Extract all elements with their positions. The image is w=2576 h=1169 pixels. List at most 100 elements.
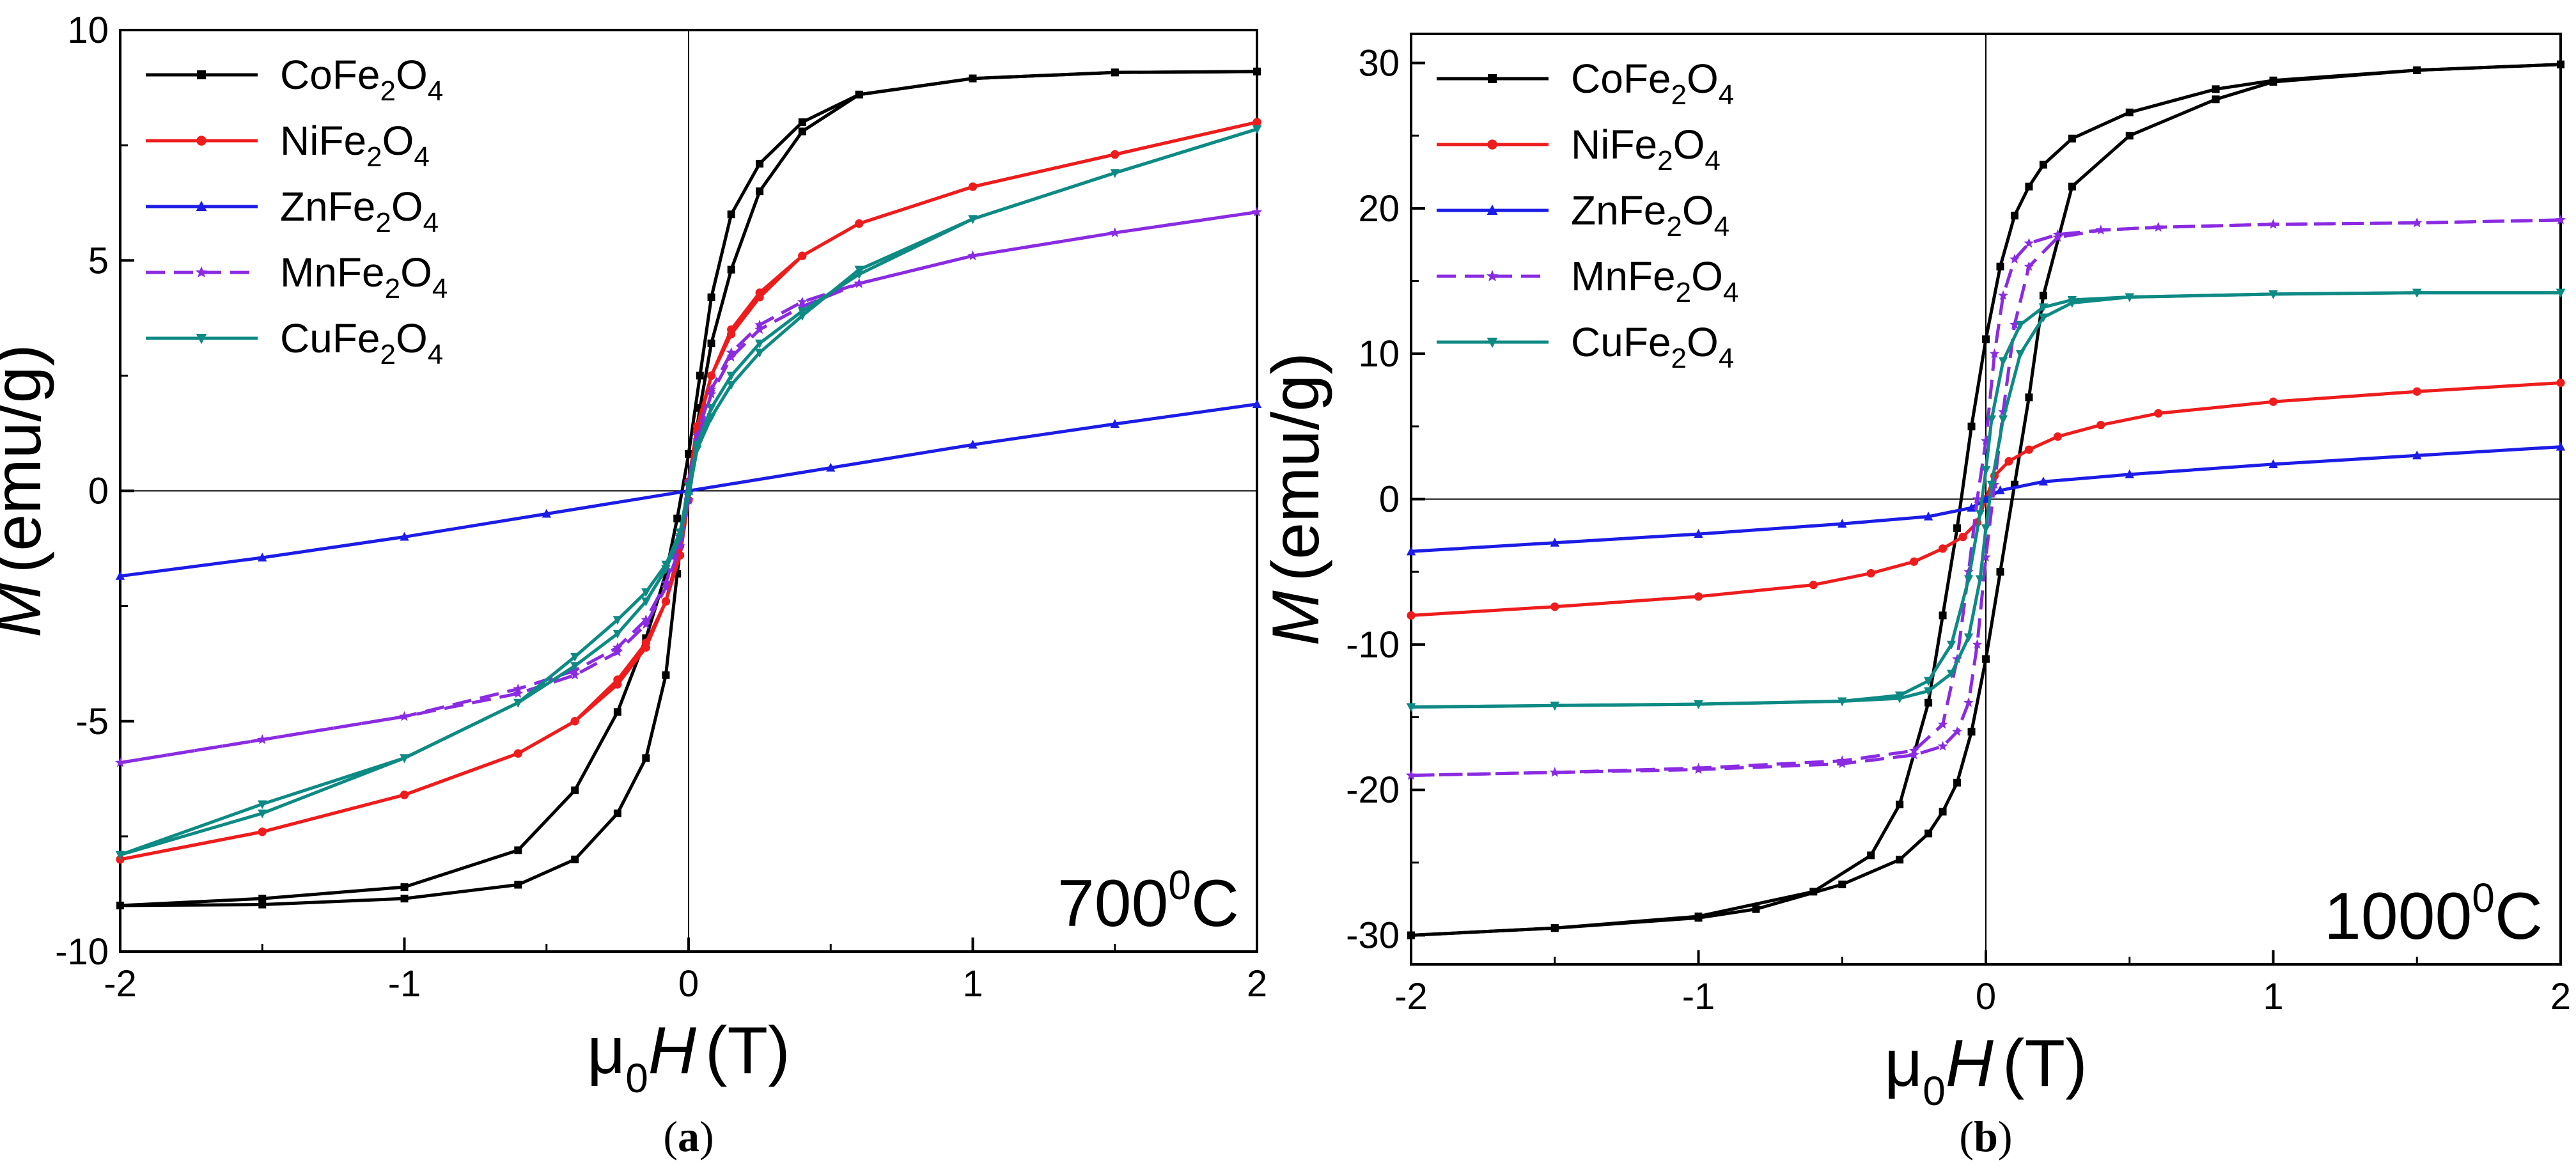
data-point-NiFe2O4 bbox=[727, 329, 736, 339]
data-point-CoFe2O4 bbox=[707, 339, 715, 347]
legend-label: ZnFe2O4 bbox=[1571, 187, 1729, 242]
legend-item-CuFe2O4: CuFe2O4 bbox=[1437, 319, 1734, 374]
legend-marker-ZnFe2O4 bbox=[196, 200, 207, 211]
data-point-CuFe2O4 bbox=[1838, 697, 1847, 707]
temperature-annotation: 7000C bbox=[1058, 862, 1239, 941]
x-tick-label: 1 bbox=[2263, 976, 2283, 1017]
data-point-CuFe2O4 bbox=[2015, 320, 2026, 330]
data-point-CoFe2O4 bbox=[613, 809, 621, 817]
data-point-CoFe2O4 bbox=[2413, 66, 2421, 74]
data-point-MnFe2O4 bbox=[2412, 217, 2423, 228]
data-point-CoFe2O4 bbox=[613, 708, 621, 716]
data-point-CuFe2O4 bbox=[726, 372, 736, 381]
data-point-MnFe2O4 bbox=[1952, 726, 1962, 736]
panel-a: -2 -1 0 1 2-10-50510CoFe2O4NiFe2O4ZnFe2O4MnF… bbox=[0, 10, 1267, 1161]
y-tick-label: 30 bbox=[1358, 42, 1400, 84]
data-point-NiFe2O4 bbox=[1938, 544, 1948, 553]
data-point-ZnFe2O4 bbox=[1252, 399, 1262, 409]
data-point-MnFe2O4 bbox=[1549, 767, 1560, 777]
data-point-MnFe2O4 bbox=[2268, 219, 2279, 229]
data-point-CoFe2O4 bbox=[756, 187, 764, 196]
data-point-CuFe2O4 bbox=[2015, 350, 2026, 359]
x-tick-label: 2 bbox=[2550, 976, 2571, 1017]
y-tick-label: 10 bbox=[67, 10, 109, 51]
data-point-CoFe2O4 bbox=[1111, 68, 1119, 77]
data-point-CoFe2O4 bbox=[1896, 856, 1904, 864]
data-point-ZnFe2O4 bbox=[542, 508, 551, 518]
data-point-ZnFe2O4 bbox=[2038, 476, 2049, 486]
data-point-MnFe2O4 bbox=[2052, 231, 2063, 242]
legend-item-NiFe2O4: NiFe2O4 bbox=[1437, 122, 1721, 177]
data-point-CoFe2O4 bbox=[116, 901, 124, 909]
data-point-CoFe2O4 bbox=[1953, 778, 1962, 787]
data-point-CoFe2O4 bbox=[1982, 335, 1990, 343]
data-point-CoFe2O4 bbox=[673, 514, 682, 522]
data-point-MnFe2O4 bbox=[675, 540, 685, 551]
y-tick-label: -20 bbox=[1346, 769, 1400, 811]
caption-open-paren: ( bbox=[1959, 1112, 1974, 1161]
data-point-NiFe2O4 bbox=[1694, 592, 1703, 601]
legend-label: MnFe2O4 bbox=[1571, 253, 1738, 308]
data-point-CuFe2O4 bbox=[1987, 480, 1997, 490]
data-point-MnFe2O4 bbox=[2153, 222, 2164, 232]
data-point-CuFe2O4 bbox=[726, 381, 736, 390]
y-tick-label: -10 bbox=[1346, 624, 1400, 666]
data-point-NiFe2O4 bbox=[2154, 409, 2163, 418]
data-point-CoFe2O4 bbox=[1939, 611, 1947, 620]
y-tick-label: 5 bbox=[88, 240, 109, 281]
data-point-NiFe2O4 bbox=[661, 597, 671, 606]
data-point-CuFe2O4 bbox=[2067, 299, 2077, 308]
y-tick-label: 0 bbox=[1379, 479, 1400, 521]
data-point-CoFe2O4 bbox=[1694, 914, 1703, 922]
data-point-MnFe2O4 bbox=[1981, 552, 1991, 562]
series-ZnFe2O4 bbox=[1406, 441, 2566, 556]
data-point-CoFe2O4 bbox=[514, 881, 522, 889]
data-point-CoFe2O4 bbox=[2068, 182, 2076, 191]
data-point-MnFe2O4 bbox=[2010, 319, 2020, 329]
data-point-CoFe2O4 bbox=[2212, 95, 2220, 104]
data-point-CuFe2O4 bbox=[754, 349, 765, 358]
legend-label: CuFe2O4 bbox=[280, 315, 443, 370]
data-point-NiFe2O4 bbox=[1910, 557, 1919, 566]
data-point-CuFe2O4 bbox=[2038, 313, 2049, 323]
data-point-NiFe2O4 bbox=[2412, 387, 2421, 396]
x-tick-label: 0 bbox=[678, 963, 699, 1005]
data-point-CoFe2O4 bbox=[514, 846, 522, 854]
data-point-ZnFe2O4 bbox=[2556, 441, 2566, 451]
legend-marker-CoFe2O4 bbox=[197, 70, 206, 79]
data-point-ZnFe2O4 bbox=[400, 531, 409, 541]
x-tick-label: -2 bbox=[104, 963, 137, 1005]
data-point-ZnFe2O4 bbox=[1995, 485, 2005, 494]
data-point-ZnFe2O4 bbox=[115, 570, 125, 580]
data-point-CoFe2O4 bbox=[2039, 292, 2047, 300]
data-point-CoFe2O4 bbox=[727, 265, 735, 274]
legend-item-MnFe2O4: MnFe2O4 bbox=[1437, 253, 1738, 308]
data-point-NiFe2O4 bbox=[400, 790, 409, 799]
data-point-CuFe2O4 bbox=[2268, 290, 2278, 299]
data-point-CuFe2O4 bbox=[1946, 670, 1956, 679]
data-point-NiFe2O4 bbox=[258, 828, 267, 836]
legend-marker-CuFe2O4 bbox=[1487, 338, 1498, 349]
data-point-MnFe2O4 bbox=[399, 711, 410, 721]
data-point-CoFe2O4 bbox=[2039, 161, 2047, 169]
y-tick-label: -10 bbox=[55, 931, 109, 973]
legend-label: ZnFe2O4 bbox=[280, 184, 439, 239]
data-point-CuFe2O4 bbox=[1963, 575, 1974, 584]
data-point-CuFe2O4 bbox=[258, 800, 267, 810]
data-point-CuFe2O4 bbox=[968, 215, 978, 224]
data-point-CuFe2O4 bbox=[1894, 694, 1905, 703]
data-point-MnFe2O4 bbox=[2095, 224, 2106, 235]
data-point-ZnFe2O4 bbox=[826, 462, 836, 472]
data-point-CuFe2O4 bbox=[675, 533, 685, 542]
data-point-CoFe2O4 bbox=[855, 90, 863, 98]
data-point-CoFe2O4 bbox=[571, 855, 579, 863]
legend-marker-MnFe2O4 bbox=[195, 266, 208, 278]
data-point-CuFe2O4 bbox=[692, 445, 702, 455]
data-point-NiFe2O4 bbox=[755, 293, 764, 302]
data-point-CoFe2O4 bbox=[685, 450, 692, 458]
data-point-CoFe2O4 bbox=[258, 895, 267, 903]
data-point-NiFe2O4 bbox=[2556, 379, 2565, 388]
legend-item-CoFe2O4: CoFe2O4 bbox=[146, 52, 443, 107]
data-point-ZnFe2O4 bbox=[2268, 459, 2278, 468]
data-point-NiFe2O4 bbox=[1253, 118, 1261, 127]
